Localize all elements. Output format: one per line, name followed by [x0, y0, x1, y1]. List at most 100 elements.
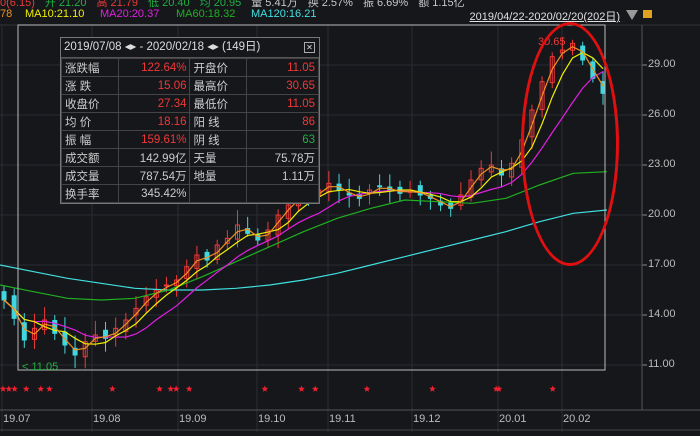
stats-row: 均 价 18.16 阳 线 86 — [61, 112, 319, 131]
candle-up — [31, 327, 37, 340]
quote-item: 量 5.41万 — [251, 0, 298, 9]
x-tick-label: 20.02 — [563, 413, 591, 425]
quote-item: 开 21.20 — [44, 0, 87, 9]
x-tick-label: 19.09 — [179, 413, 207, 425]
stats-label: 收盘价 — [61, 94, 119, 113]
stats-row: 成交额 142.99亿 天量 75.78万 — [61, 148, 319, 167]
event-star-icon — [298, 385, 305, 392]
ma60-value: MA60:18.32 — [176, 8, 236, 20]
stats-row: 涨跌幅 122.64% 开盘价 11.05 — [61, 58, 319, 77]
candle-down — [1, 291, 7, 301]
x-tick-label: 19.07 — [3, 413, 31, 425]
stats-label: 最高价 — [189, 76, 248, 95]
y-tick-label: 11.00 — [648, 358, 675, 370]
event-star-icon — [185, 385, 193, 392]
stats-row: 涨 跌 15.06 最高价 30.65 — [61, 76, 319, 95]
ma10-line — [3, 51, 604, 345]
candle-up — [184, 266, 190, 280]
stats-label: 成交量 — [61, 166, 119, 185]
candle-down — [11, 295, 17, 319]
event-star-icon — [311, 385, 319, 392]
close-icon[interactable]: ✕ — [304, 42, 315, 53]
event-star-icon — [495, 385, 503, 392]
stats-row: 成交量 787.54万 地量 1.11万 — [61, 166, 319, 185]
candle-down — [72, 347, 78, 356]
quote-item: 0(6.15) — [0, 0, 35, 9]
stats-row: 收盘价 27.34 最低价 11.05 — [61, 94, 319, 113]
stats-value: 345.42% — [117, 184, 191, 203]
candle-up — [235, 224, 241, 240]
candle-down — [417, 185, 423, 196]
stats-value: 86 — [246, 112, 319, 131]
event-star-icon — [429, 385, 436, 392]
stats-label: 天量 — [189, 148, 248, 167]
candle-up — [194, 254, 200, 269]
quote-item: 高 21.79 — [96, 0, 139, 9]
x-tick-label: 19.10 — [258, 413, 286, 425]
ma5-value: 78 — [0, 8, 13, 20]
event-star-icon — [156, 385, 163, 392]
ma120-line — [0, 209, 608, 291]
event-star-icon — [172, 385, 180, 392]
x-tick-label: 20.01 — [499, 413, 527, 425]
ma10-value: MA10:21.10 — [25, 8, 85, 20]
stats-label: 振 幅 — [61, 130, 119, 149]
ma-legend: 78 MA10:21.10 MA20:20.37 MA60:18.32 MA12… — [0, 8, 700, 24]
stats-row: 换手率 345.42% — [61, 184, 319, 203]
stats-value: 787.54万 — [117, 166, 191, 185]
stats-value: 27.34 — [117, 94, 191, 113]
stats-value: 75.78万 — [246, 148, 319, 167]
candle-down — [255, 234, 261, 241]
x-tick-label: 19.08 — [93, 413, 121, 425]
quote-item: 均 20.95 — [199, 0, 242, 9]
stats-value: 122.64% — [117, 58, 191, 77]
event-star-icon — [261, 385, 269, 392]
stats-value: 159.61% — [117, 130, 191, 149]
interval-stats-box: 2019/07/08 ◂▸ - 2020/02/18 ◂▸ (149日) ✕ 涨跌… — [60, 37, 320, 204]
event-star-icon — [363, 385, 371, 392]
y-tick-label: 20.00 — [648, 208, 676, 220]
quote-item: 换 2.57% — [307, 0, 353, 9]
stats-label: 开盘价 — [189, 58, 248, 77]
event-star-icon — [11, 385, 18, 392]
x-tick-label: 19.12 — [413, 413, 441, 425]
stats-value: 11.05 — [246, 94, 319, 113]
stats-value: 18.16 — [117, 112, 191, 131]
event-star-icon — [167, 385, 174, 392]
y-tick-label: 23.00 — [648, 158, 676, 170]
event-star-icon — [492, 385, 500, 392]
y-tick-label: 17.00 — [648, 258, 676, 270]
stats-row: 振 幅 159.61% 阴 线 63 — [61, 130, 319, 149]
stats-label: 地量 — [189, 166, 248, 185]
ma120-value: MA120:16.21 — [251, 8, 317, 20]
date-range[interactable]: 2019/04/22-2020/02/20(202日) — [469, 11, 620, 23]
candle-down — [103, 329, 109, 339]
candle-down — [377, 185, 383, 188]
y-tick-label: 29.00 — [648, 58, 676, 70]
stats-value: 30.65 — [246, 76, 319, 95]
event-star-icon — [549, 385, 556, 392]
stats-value: 1.11万 — [246, 166, 319, 185]
stats-label: 阳 线 — [189, 112, 248, 131]
stats-label: 均 价 — [61, 112, 119, 131]
candle-up — [478, 167, 484, 181]
candle-up — [509, 162, 515, 178]
lock-icon[interactable] — [643, 10, 652, 18]
stats-value: 15.06 — [117, 76, 191, 95]
stats-label: 最低价 — [189, 94, 248, 113]
y-tick-label: 14.00 — [648, 308, 676, 320]
stats-label: 换手率 — [61, 184, 119, 203]
dropdown-arrow-icon[interactable] — [626, 10, 638, 20]
quote-item: 低 20.40 — [148, 0, 190, 9]
highlight-ellipse — [521, 22, 619, 266]
stats-value: 63 — [246, 130, 319, 149]
candle-down — [21, 322, 27, 341]
stats-value — [246, 184, 319, 203]
event-star-icon — [46, 385, 53, 392]
ma20-value: MA20:20.37 — [100, 8, 160, 20]
stats-label: 涨 跌 — [61, 76, 119, 95]
event-star-icon — [22, 385, 30, 392]
stats-table: 涨跌幅 122.64% 开盘价 11.05 涨 跌 15.06 最高价 30.65 收盘价 27.… — [61, 58, 319, 203]
quote-item: 额 1.15亿 — [418, 0, 465, 9]
quote-bar: 0(6.15) 开 21.20 高 21.79 低 20.40 均 20.95 量 5.4… — [0, 0, 475, 10]
